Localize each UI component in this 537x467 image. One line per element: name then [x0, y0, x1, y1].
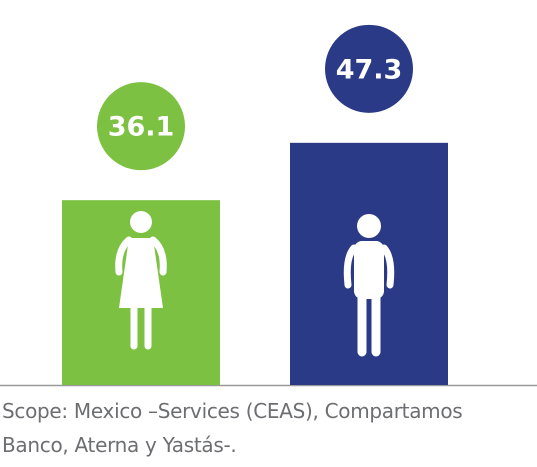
footnote: Banco, Aterna y Yastás-.	[2, 433, 237, 457]
icon-part	[357, 291, 381, 357]
person-icon	[343, 214, 395, 357]
value-label: 36.1	[108, 112, 175, 143]
footnote: Scope: Mexico –Services (CEAS), Comparta…	[2, 399, 463, 423]
chart: 36.1 47.3	[0, 24, 537, 387]
icon-part	[343, 244, 395, 289]
value-label: 47.3	[336, 54, 403, 85]
icon-part	[115, 236, 167, 276]
person-icon	[115, 211, 167, 350]
icon-part	[119, 238, 163, 308]
icon-part	[357, 214, 381, 238]
value-badge	[97, 82, 185, 171]
icon-part	[130, 302, 152, 350]
value-badge	[325, 24, 413, 113]
icon-part	[130, 211, 152, 233]
icon-part	[354, 241, 384, 299]
